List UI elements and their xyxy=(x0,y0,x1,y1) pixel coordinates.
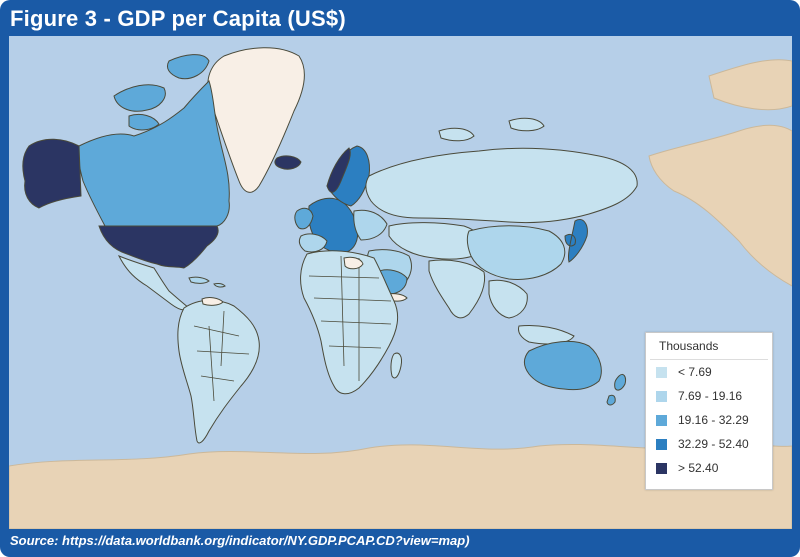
pacific-edge-land xyxy=(648,124,792,287)
iceland xyxy=(274,155,302,170)
venezuela-no-data xyxy=(201,297,224,306)
australia xyxy=(524,341,602,391)
legend-item: < 7.69 xyxy=(656,363,768,381)
caribbean xyxy=(188,276,226,288)
legend-swatch xyxy=(656,415,667,426)
alaska xyxy=(22,138,82,209)
world-map xyxy=(9,36,792,529)
legend-title: Thousands xyxy=(659,339,719,353)
eastern-europe xyxy=(353,209,388,241)
china xyxy=(466,225,566,280)
legend-divider xyxy=(650,359,768,360)
canada-arctic-islands xyxy=(113,54,210,131)
legend-swatch xyxy=(656,391,667,402)
new-zealand xyxy=(606,373,626,406)
korea-japan xyxy=(564,219,588,263)
legend-swatch xyxy=(656,439,667,450)
norway xyxy=(326,147,351,193)
legend-label: > 52.40 xyxy=(678,461,719,475)
legend-item: > 52.40 xyxy=(656,459,768,477)
legend-label: 7.69 - 19.16 xyxy=(678,389,743,403)
legend-label: 19.16 - 32.29 xyxy=(678,413,749,427)
libya-no-data xyxy=(343,256,364,270)
uk-ireland xyxy=(294,207,314,230)
map-svg xyxy=(9,36,792,529)
usa xyxy=(98,225,219,269)
russia xyxy=(365,147,638,224)
legend-swatch xyxy=(656,367,667,378)
pacific-edge-land-2 xyxy=(708,59,792,111)
source-citation: Source: https://data.worldbank.org/indic… xyxy=(10,533,470,548)
legend-item: 7.69 - 19.16 xyxy=(656,387,768,405)
legend-label: 32.29 - 52.40 xyxy=(678,437,749,451)
africa-borders xyxy=(308,255,392,381)
figure-title: Figure 3 - GDP per Capita (US$) xyxy=(10,6,346,31)
legend-item: 32.29 - 52.40 xyxy=(656,435,768,453)
iberia xyxy=(298,233,328,253)
map-legend: Thousands < 7.69 7.69 - 19.16 19.16 - 32… xyxy=(645,332,773,490)
legend-item: 19.16 - 32.29 xyxy=(656,411,768,429)
south-america-borders xyxy=(193,310,250,402)
south-asia xyxy=(428,259,486,319)
russia-north-islands xyxy=(438,117,545,142)
legend-swatch xyxy=(656,463,667,474)
madagascar xyxy=(390,352,402,379)
legend-label: < 7.69 xyxy=(678,365,712,379)
